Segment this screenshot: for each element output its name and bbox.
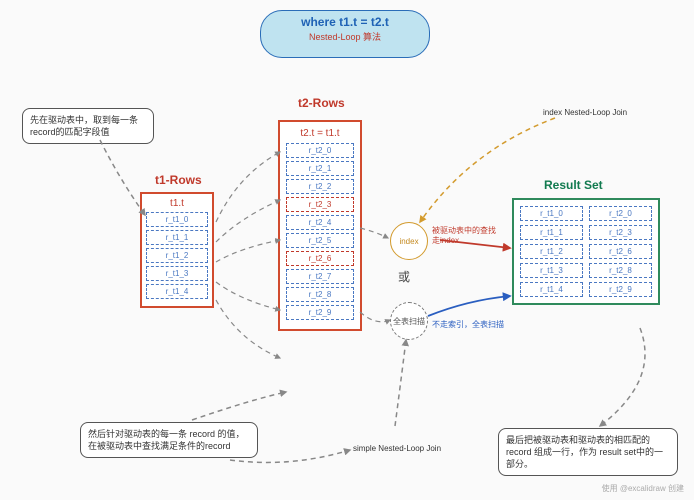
table-row: r_t2_1 <box>286 161 354 176</box>
footer-credit: 使用 @excalidraw 创建 <box>602 484 684 494</box>
header-cloud: where t1.t = t2.t Nested-Loop 算法 <box>260 10 430 58</box>
callout-step1: 先在驱动表中，取到每一条 record的匹配字段值 <box>22 108 154 144</box>
or-label: 或 <box>398 268 410 285</box>
table-row: r_t2_8 <box>589 263 652 278</box>
result-set-box: r_t1_0 r_t2_0 r_t1_1 r_t2_3 r_t1_2 r_t2_6 r_t1… <box>512 198 660 305</box>
table-row: r_t2_9 <box>589 282 652 297</box>
table-row: r_t2_9 <box>286 305 354 320</box>
table-row: r_t1_3 <box>146 266 208 281</box>
t2-section-title: t2-Rows <box>298 96 345 110</box>
note-fullscan: 不走索引，全表扫描 <box>432 320 512 330</box>
table-row: r_t1_4 <box>520 282 583 297</box>
table-row: r_t2_3 <box>589 225 652 240</box>
callout-step3: 最后把被驱动表和驱动表的相匹配的 record 组成一行，作为 result s… <box>498 428 678 476</box>
result-section-title: Result Set <box>544 178 603 192</box>
table-row: r_t1_3 <box>520 263 583 278</box>
table-row: r_t1_1 <box>520 225 583 240</box>
diamond-simple-nlj: simple Nested-Loop Join <box>352 428 442 468</box>
table-row: r_t2_8 <box>286 287 354 302</box>
table-row: r_t1_0 <box>146 212 208 227</box>
header-title: where t1.t = t2.t <box>267 15 423 29</box>
table-row: r_t1_2 <box>520 244 583 259</box>
table-row: r_t2_6 <box>589 244 652 259</box>
header-subtitle: Nested-Loop 算法 <box>267 30 423 43</box>
table-row: r_t1_1 <box>146 230 208 245</box>
t1-section-title: t1-Rows <box>155 173 202 187</box>
table-row: r_t2_4 <box>286 215 354 230</box>
table-row: r_t2_0 <box>286 143 354 158</box>
fullscan-circle: 全表扫描 <box>390 302 428 340</box>
table-row: r_t1_0 <box>520 206 583 221</box>
table-row: r_t2_3 <box>286 197 354 212</box>
table-row: r_t2_6 <box>286 251 354 266</box>
table-row: r_t2_0 <box>589 206 652 221</box>
t2-rows-box: t2.t = t1.t r_t2_0 r_t2_1 r_t2_2 r_t2_3 r_t2… <box>278 120 362 331</box>
callout-step2: 然后针对驱动表的每一条 record 的值，在被驱动表中查找满足条件的recor… <box>80 422 258 458</box>
table-row: r_t2_2 <box>286 179 354 194</box>
t1-rows-box: t1.t r_t1_0 r_t1_1 r_t1_2 r_t1_3 r_t1_4 <box>140 192 214 308</box>
index-circle: index <box>390 222 428 260</box>
note-index: 被驱动表中的查找走index <box>432 226 502 247</box>
diamond-index-nlj: index Nested-Loop Join <box>540 92 630 132</box>
table-row: r_t2_5 <box>286 233 354 248</box>
table-row: r_t2_7 <box>286 269 354 284</box>
t2-header: t2.t = t1.t <box>286 128 354 139</box>
t1-header: t1.t <box>146 198 208 209</box>
table-row: r_t1_4 <box>146 284 208 299</box>
table-row: r_t1_2 <box>146 248 208 263</box>
